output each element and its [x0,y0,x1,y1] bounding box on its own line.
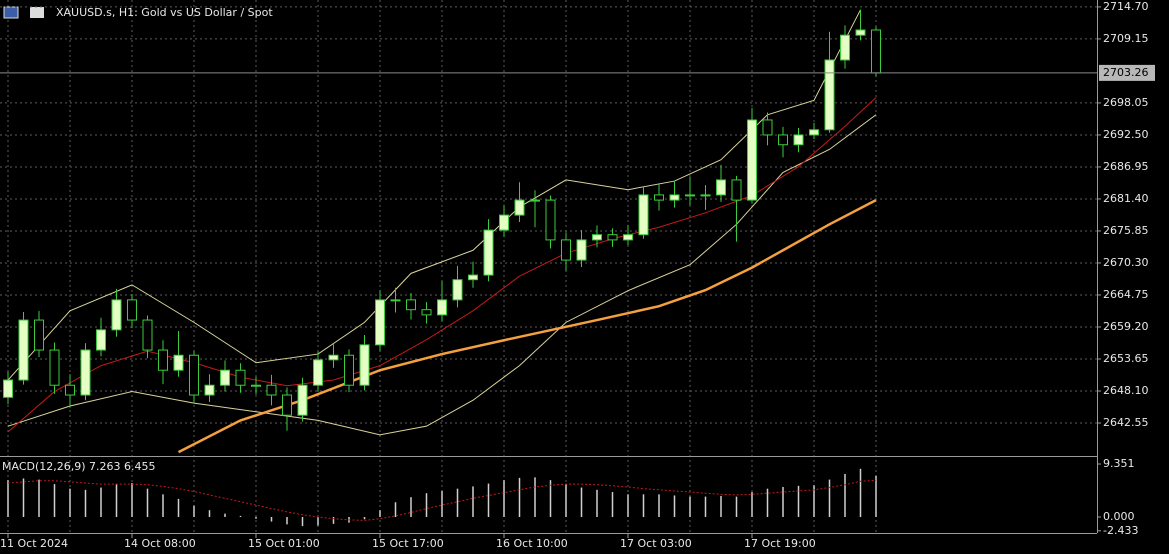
current-price-box [1099,64,1155,81]
candle-body [468,274,478,281]
candle-body [747,119,757,201]
icon [30,7,44,18]
candle-body [18,319,29,381]
candle-body [824,59,835,131]
candle-body [375,299,385,346]
candle-body [421,309,432,316]
y-tick-label: 2642.55 [1103,416,1149,429]
candle-body [514,199,525,216]
y-tick-label: 2686.95 [1103,160,1149,173]
candle-body [34,319,44,351]
candle-body [654,194,664,201]
candle-body [778,134,788,146]
candle-body [871,29,881,74]
candle-body [700,194,711,197]
y-tick-label: 2670.30 [1103,256,1149,269]
y-tick-label: 2681.40 [1103,192,1149,205]
y-tick-label: 0.000 [1103,510,1135,523]
y-tick-label: 2709.15 [1103,32,1149,45]
candle-body [669,194,680,201]
candle-body [111,299,122,331]
candle-body [65,384,75,396]
candle-body [576,239,587,261]
candle-body [142,319,153,351]
candle-body [793,134,804,146]
candle-body [158,349,168,371]
y-tick-label: 2648.10 [1103,384,1149,397]
indicator-line [7,97,877,433]
y-tick-label: -2.433 [1103,524,1138,537]
signal-line [7,479,877,521]
candle-body [204,384,215,396]
candle-body [809,129,819,136]
candle-body [731,179,742,201]
candle-body [282,394,292,416]
y-tick-label: 2664.75 [1103,288,1149,301]
candle-body [313,359,323,386]
x-tick-label: 17 Oct 03:00 [620,537,692,550]
macd-title: MACD(12,26,9) 7.263 6.455 [2,460,156,473]
x-tick-label: 17 Oct 19:00 [744,537,816,550]
candle-body [344,354,354,386]
candle-body [483,229,494,276]
indicator-line [7,9,861,381]
x-tick-label: 14 Oct 08:00 [124,537,196,550]
candle-body [592,234,602,241]
candle-body [855,29,866,36]
candle-body [499,214,509,231]
candle-body [716,179,726,196]
candle-body [623,234,633,241]
x-tick-label: 15 Oct 01:00 [248,537,320,550]
y-tick-label: 9.351 [1103,457,1135,470]
y-tick-label: 2653.65 [1103,352,1149,365]
candle-body [840,34,850,61]
chart-title: XAUUSD.s, H1: Gold vs US Dollar / Spot [56,6,273,19]
y-tick-label: 2714.70 [1103,0,1149,13]
y-tick-label: 2698.05 [1103,96,1149,109]
candle-body [127,299,137,321]
current-price-label: 2703.26 [1103,66,1149,79]
candle-body [235,369,246,386]
candle-body [96,329,106,351]
x-tick-label: 11 Oct 2024 [0,537,68,550]
candle-body [80,349,91,396]
candle-body [3,379,13,398]
candle-body [49,349,60,386]
y-tick-label: 2692.50 [1103,128,1149,141]
candle-body [390,299,401,302]
candle-body [452,279,463,301]
candle-body [359,344,370,386]
candle-body [328,354,339,361]
candle-body [406,299,416,311]
y-tick-label: 2659.20 [1103,320,1149,333]
candle-body [607,234,618,241]
candle-body [173,354,184,371]
x-tick-label: 15 Oct 17:00 [372,537,444,550]
candle-body [530,199,540,202]
candle-body [762,119,773,136]
candle-body [545,199,556,241]
candle-body [251,384,261,387]
candle-body [638,194,649,236]
candle-body [220,369,230,386]
candle-body [685,194,695,197]
candle-body [266,384,277,396]
candle-body [189,354,199,396]
candle-body [561,239,571,261]
icon [3,6,19,19]
x-tick-label: 16 Oct 10:00 [496,537,568,550]
y-tick-label: 2675.85 [1103,224,1149,237]
indicator-line [7,114,877,436]
candle-body [437,299,447,316]
candle-body [297,384,308,416]
